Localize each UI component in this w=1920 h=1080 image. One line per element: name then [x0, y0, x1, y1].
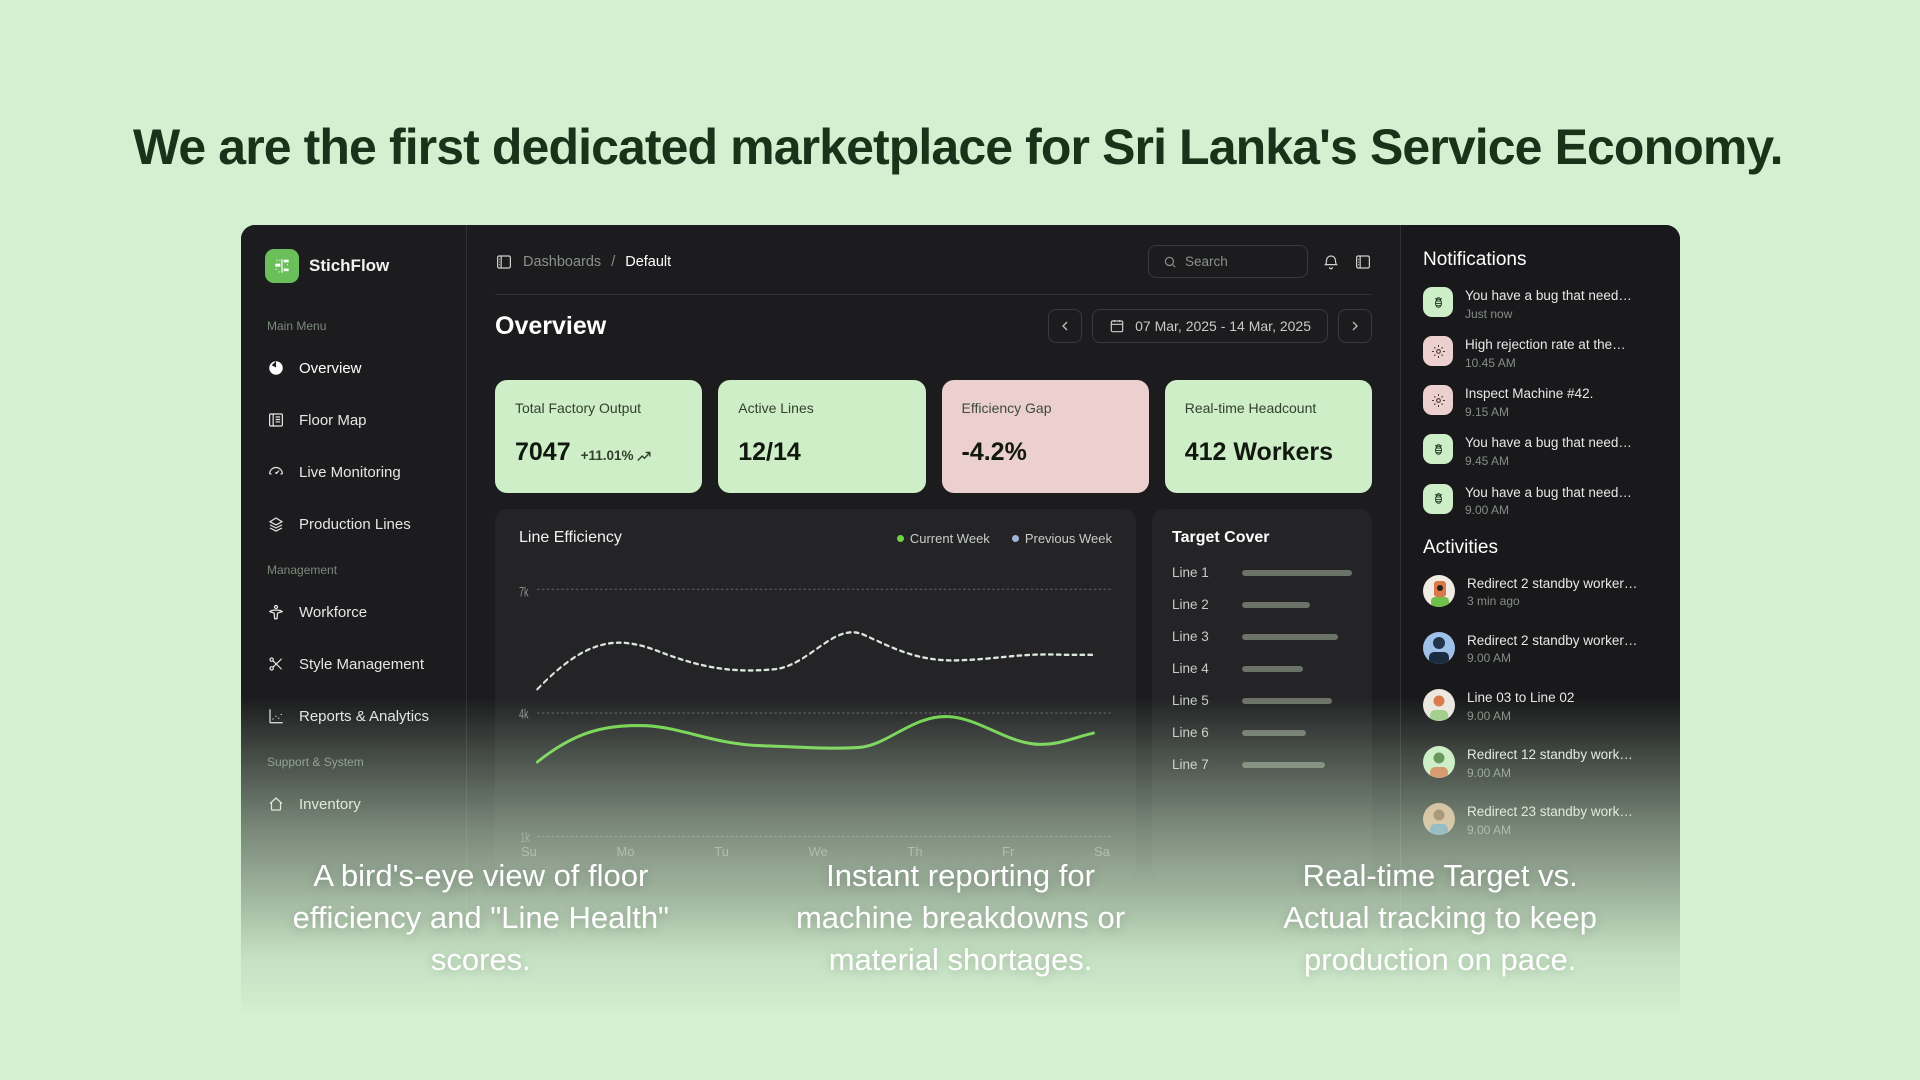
svg-text:4k: 4k — [519, 708, 529, 722]
svg-text:7k: 7k — [519, 586, 529, 600]
